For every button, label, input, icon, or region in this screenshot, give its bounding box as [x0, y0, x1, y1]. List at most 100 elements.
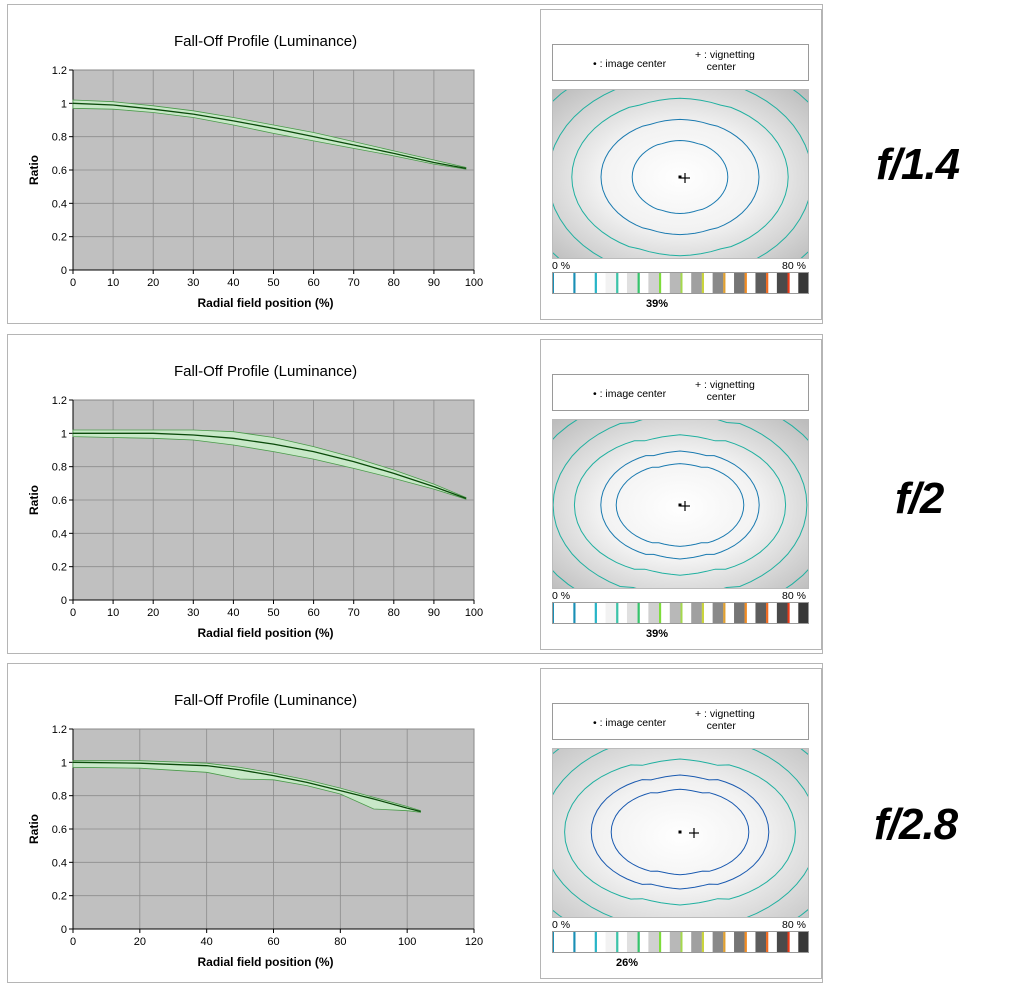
scale-tick [787, 602, 790, 624]
x-tick-label: 100 [398, 936, 416, 948]
scale-tick [573, 272, 576, 294]
y-tick-label: 1 [61, 757, 67, 769]
x-tick-label: 80 [388, 607, 400, 619]
y-tick-label: 0.8 [52, 132, 67, 144]
scale-tick [637, 931, 640, 953]
scale-tick [701, 602, 704, 624]
scale-tick [637, 272, 640, 294]
scale-segment [584, 931, 595, 953]
vignetting-percent-value: 39% [646, 628, 669, 640]
legend-image-center: • : image center [593, 388, 667, 400]
scale-segment [562, 272, 574, 294]
falloff-chart-1: Fall-Off Profile (Luminance) 0 0.2 0.4 0.6 0.… [27, 33, 483, 310]
falloff-panel-3: Fall-Off Profile (Luminance) 0 0.2 0.4 0.6 0.… [7, 663, 823, 983]
vignetting-legend: • : image center + : vignetting center [552, 374, 809, 411]
contour-line [573, 434, 787, 576]
scale-tick [680, 272, 683, 294]
vignetting-frame-1: • : image center + : vignetting center 0… [540, 9, 822, 320]
scale-tick [744, 272, 747, 294]
contour-line [600, 450, 760, 560]
y-axis-label: Ratio [27, 814, 41, 844]
scale-segment [798, 602, 809, 624]
scale-segment [605, 272, 617, 294]
y-tick-label: 0 [61, 924, 67, 936]
vignetting-frame-3: • : image center + : vignetting center 0… [540, 668, 822, 979]
scale-tick [573, 931, 576, 953]
scale-segment [712, 602, 724, 624]
x-axis-label: Radial field position (%) [197, 955, 333, 969]
scale-tick [637, 602, 640, 624]
y-tick-label: 0.2 [52, 562, 67, 574]
scale-tick [594, 272, 597, 294]
x-tick-label: 100 [465, 277, 483, 289]
scale-tick [594, 602, 597, 624]
scale-border [552, 931, 809, 953]
chart-title: Fall-Off Profile (Luminance) [174, 363, 357, 380]
vignetting-field [552, 89, 809, 259]
mean-falloff-line [72, 761, 421, 813]
map-border [552, 89, 809, 259]
legend-vignetting-center: + : vignetting center [695, 379, 755, 403]
x-tick-label: 70 [348, 607, 360, 619]
legend-vignetting-line1: + : vignetting [695, 49, 755, 61]
scale-tick [766, 931, 769, 953]
x-tick-label: 40 [227, 607, 239, 619]
aperture-label-3: f/2.8 [874, 800, 958, 849]
vignetting-frame-2: • : image center + : vignetting center 0… [540, 339, 822, 650]
scale-tick [723, 602, 726, 624]
legend-vignetting-center: + : vignetting center [695, 708, 755, 732]
x-tick-label: 50 [267, 607, 279, 619]
scale-segment [605, 602, 617, 624]
vignetting-scale-bar [552, 931, 809, 953]
scale-max-label: 80 % [782, 260, 806, 272]
x-tick-label: 30 [187, 277, 199, 289]
vignetting-legend: • : image center + : vignetting center [552, 44, 809, 81]
vignetting-map [552, 89, 809, 259]
scale-tick [659, 931, 662, 953]
legend-image-center: • : image center [593, 717, 667, 729]
x-tick-label: 100 [465, 607, 483, 619]
x-tick-label: 120 [465, 936, 483, 948]
scale-tick [744, 602, 747, 624]
x-tick-label: 90 [428, 277, 440, 289]
scale-tick [787, 272, 790, 294]
scale-segment [776, 931, 788, 953]
scale-segment [755, 931, 767, 953]
scale-min-label: 0 % [552, 260, 571, 272]
scale-tick [659, 602, 662, 624]
legend-vignetting-line2: center [706, 61, 736, 73]
legend-vignetting-center: + : vignetting center [695, 49, 755, 73]
y-axis-label: Ratio [27, 155, 41, 185]
scale-tick [701, 931, 704, 953]
scale-segment [669, 931, 681, 953]
scale-segment [669, 602, 681, 624]
contour-line [631, 139, 729, 215]
legend-image-center: • : image center [593, 58, 667, 70]
scale-tick [616, 272, 619, 294]
map-border [552, 419, 809, 589]
image-center-marker [678, 503, 682, 507]
y-tick-label: 0.4 [52, 857, 67, 869]
mean-falloff-line [72, 102, 467, 169]
y-tick-label: 0.2 [52, 232, 67, 244]
scale-tick [616, 602, 619, 624]
x-tick-label: 20 [134, 936, 146, 948]
y-tick-label: 1.2 [52, 724, 67, 736]
legend-vignetting-line1: + : vignetting [695, 379, 755, 391]
image-center-marker [678, 175, 682, 179]
scale-tick [723, 931, 726, 953]
chart-title: Fall-Off Profile (Luminance) [174, 692, 357, 709]
x-axis-label: Radial field position (%) [197, 296, 333, 310]
y-tick-label: 0.4 [52, 198, 67, 210]
scale-segment [734, 931, 745, 953]
vignetting-legend: • : image center + : vignetting center [552, 703, 809, 740]
aperture-label-1: f/1.4 [876, 140, 960, 189]
y-tick-label: 1.2 [52, 65, 67, 77]
falloff-panel-2: Fall-Off Profile (Luminance) 0 0.2 0.4 0.6 0.… [7, 334, 823, 654]
scale-max-label: 80 % [782, 919, 806, 931]
scale-tick [766, 602, 769, 624]
y-tick-label: 0.2 [52, 891, 67, 903]
scale-min-label: 0 % [552, 919, 571, 931]
scale-segment [626, 272, 638, 294]
y-tick-label: 1 [61, 428, 67, 440]
